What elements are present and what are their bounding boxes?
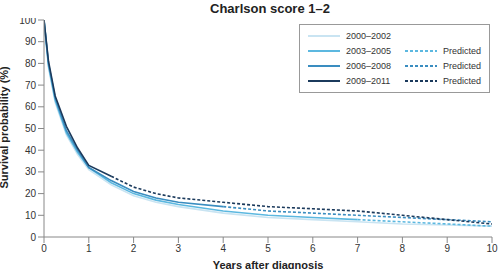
svg-text:30: 30 [25,166,37,177]
html-text:2006–2008: 2006–2008 [345,61,391,71]
svg-text:0: 0 [41,243,47,254]
html-text:2009–2011: 2009–2011 [345,76,391,86]
svg-text:6: 6 [310,243,316,254]
html-text:Predicted: Predicted [443,61,481,71]
svg-text:5: 5 [265,243,271,254]
svg-text:50: 50 [25,123,37,134]
svg-text:40: 40 [25,145,37,156]
svg-text:10: 10 [486,243,492,254]
svg-text:3: 3 [176,243,182,254]
svg-text:10: 10 [25,210,37,221]
svg-text:80: 80 [25,58,37,69]
svg-text:Years after diagnosis: Years after diagnosis [213,259,324,269]
svg-text:60: 60 [25,101,37,112]
svg-text:2: 2 [131,243,137,254]
svg-text:Survival probability (%): Survival probability (%) [8,66,10,189]
svg-text:8: 8 [400,243,406,254]
html-text:Predicted: Predicted [443,46,481,56]
html-text:Predicted: Predicted [443,76,481,86]
svg-text:4: 4 [220,243,226,254]
svg-text:70: 70 [25,80,37,91]
svg-text:90: 90 [25,36,37,47]
svg-text:20: 20 [25,188,37,199]
html-text:2000–2002: 2000–2002 [345,31,391,41]
svg-text:9: 9 [444,243,450,254]
html-text:Charlson score 1–2: Charlson score 1–2 [210,1,330,16]
svg-text:0: 0 [30,232,36,243]
html-text:2003–2005: 2003–2005 [345,46,391,56]
svg-text:7: 7 [355,243,361,254]
svg-text:100: 100 [19,18,36,26]
svg-text:1: 1 [86,243,92,254]
